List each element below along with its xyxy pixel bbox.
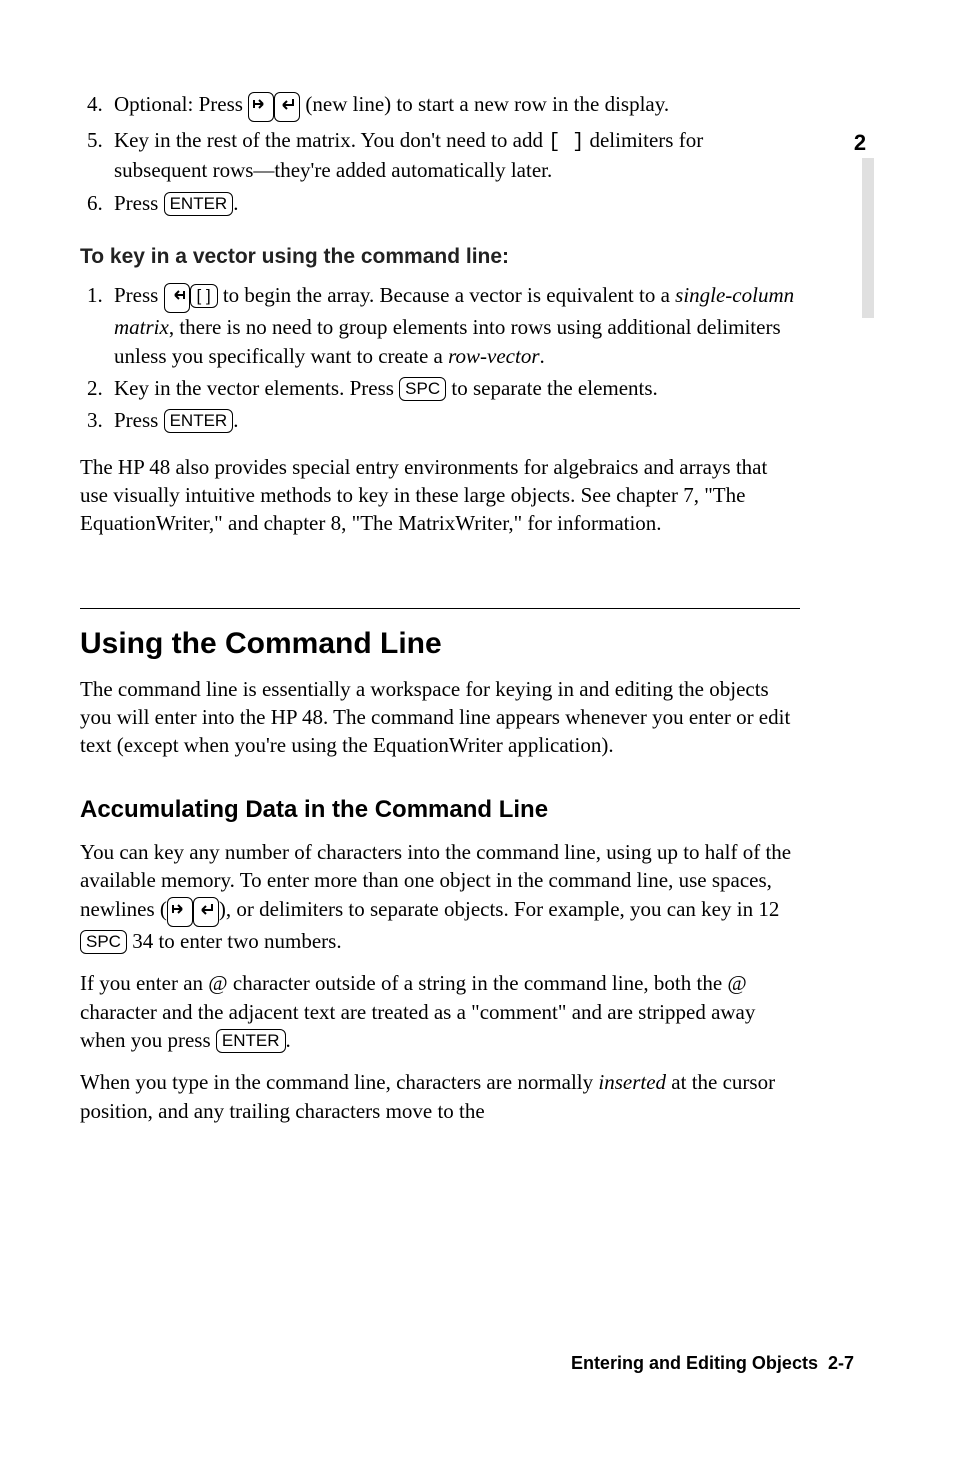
- step-text: .: [540, 344, 545, 368]
- step-text: Press: [114, 408, 164, 432]
- paragraph-text: When you type in the command line, chara…: [80, 1070, 598, 1094]
- bracket-delimiters: [ ]: [548, 131, 584, 154]
- page: 2 Optional: Press (new line) to start a …: [0, 0, 954, 1464]
- step-item: Press [ ] to begin the array. Because a …: [108, 281, 800, 370]
- paragraph-text: .: [286, 1028, 291, 1052]
- step-item: Press ENTER.: [108, 189, 800, 217]
- paragraph-text: character and the adjacent text are trea…: [80, 1000, 755, 1052]
- step-text: Key in the rest of the matrix. You don't…: [114, 128, 548, 152]
- paragraph-text: 34 to enter two numbers.: [127, 929, 342, 953]
- step-item: Press ENTER.: [108, 406, 800, 434]
- right-shift-icon: [167, 897, 193, 927]
- page-footer: Entering and Editing Objects 2-7: [571, 1353, 854, 1374]
- italic-term: row-vector: [448, 344, 539, 368]
- section-title: Using the Command Line: [80, 627, 800, 661]
- subsection-title: Accumulating Data in the Command Line: [80, 796, 800, 824]
- paragraph-hp48-note: The HP 48 also provides special entry en…: [80, 453, 800, 538]
- steps-matrix-continued: Optional: Press (new line) to start a ne…: [80, 90, 800, 217]
- step-text: Key in the vector elements. Press: [114, 376, 399, 400]
- step-text: (new line) to start a new row in the dis…: [305, 92, 669, 116]
- spc-key: SPC: [399, 377, 446, 401]
- enter-key: ENTER: [216, 1029, 286, 1053]
- step-text: .: [233, 408, 238, 432]
- newline-icon: [193, 897, 219, 927]
- step-item: Key in the vector elements. Press SPC to…: [108, 374, 800, 402]
- italic-term: inserted: [598, 1070, 666, 1094]
- paragraph-text: If you enter an: [80, 971, 208, 995]
- step-item: Key in the rest of the matrix. You don't…: [108, 126, 800, 184]
- paragraph-cmdline-intro: The command line is essentially a worksp…: [80, 675, 800, 760]
- step-text: to separate the elements.: [446, 376, 658, 400]
- paragraph-text: character outside of a string in the com…: [228, 971, 728, 995]
- enter-key: ENTER: [164, 192, 234, 216]
- brackets-key: [ ]: [190, 284, 218, 308]
- step-text: Press: [114, 283, 164, 307]
- newline-icon: [274, 92, 300, 122]
- spc-key: SPC: [80, 930, 127, 954]
- section-rule: [80, 608, 800, 609]
- page-content: Optional: Press (new line) to start a ne…: [80, 90, 800, 1125]
- subheading-vector: To key in a vector using the command lin…: [80, 245, 800, 269]
- paragraph-comment: If you enter an @ character outside of a…: [80, 969, 800, 1054]
- chapter-number: 2: [846, 130, 874, 156]
- paragraph-accumulating: You can key any number of characters int…: [80, 838, 800, 955]
- steps-vector: Press [ ] to begin the array. Because a …: [80, 281, 800, 435]
- step-text: Optional: Press: [114, 92, 248, 116]
- step-text: .: [233, 191, 238, 215]
- right-shift-icon: [248, 92, 274, 122]
- paragraph-text: ), or delimiters to separate objects. Fo…: [219, 897, 779, 921]
- left-shift-icon: [164, 283, 190, 313]
- step-text: Press: [114, 191, 164, 215]
- at-character: @: [208, 971, 227, 995]
- footer-chapter-title: Entering and Editing Objects: [571, 1353, 818, 1373]
- enter-key: ENTER: [164, 409, 234, 433]
- step-item: Optional: Press (new line) to start a ne…: [108, 90, 800, 122]
- at-character: @: [727, 971, 746, 995]
- step-text: to begin the array. Because a vector is …: [223, 283, 675, 307]
- paragraph-insert: When you type in the command line, chara…: [80, 1068, 800, 1125]
- chapter-tab-stripe: [862, 158, 874, 318]
- footer-page-number: 2-7: [828, 1353, 854, 1373]
